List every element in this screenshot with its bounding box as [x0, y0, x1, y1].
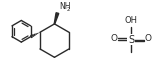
- Text: O: O: [110, 34, 117, 43]
- Text: S: S: [128, 35, 134, 45]
- Text: 2: 2: [66, 7, 70, 12]
- Text: NH: NH: [59, 2, 71, 11]
- Text: OH: OH: [125, 16, 138, 25]
- Polygon shape: [54, 13, 59, 24]
- Text: O: O: [145, 34, 152, 43]
